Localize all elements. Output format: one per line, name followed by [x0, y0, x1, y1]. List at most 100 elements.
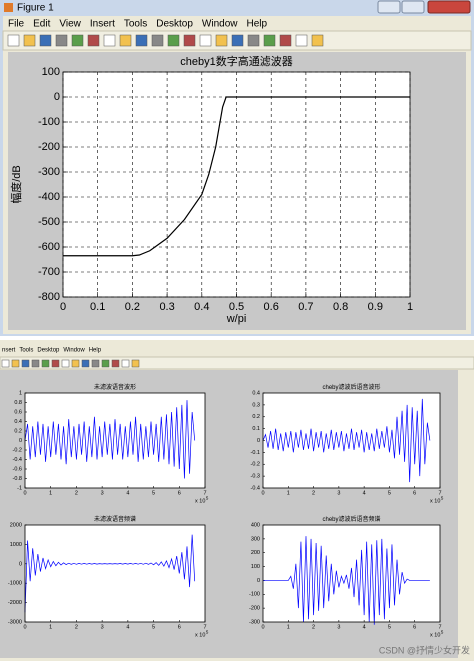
x-tick-label: 1	[407, 301, 413, 313]
toolbar-button[interactable]	[71, 359, 80, 368]
y-tick-label: 100	[42, 66, 60, 78]
toolbar-button[interactable]	[71, 34, 84, 47]
y-tick-label: -0.2	[13, 447, 22, 453]
y-tick-label: 0.6	[14, 409, 22, 415]
minimize-button[interactable]	[377, 0, 401, 14]
toolbar-button[interactable]	[103, 34, 116, 47]
toolbar-button[interactable]	[295, 34, 308, 47]
window-title: Figure 1	[17, 3, 54, 14]
toolbar-button[interactable]	[311, 34, 324, 47]
menu-item[interactable]: File	[8, 19, 25, 30]
y-tick-label: -0.2	[251, 462, 260, 468]
subplot: -800 -700 -600 -500 -400 -300 -200 -100 0 100 0 0.1…	[9, 54, 413, 325]
x-tick-label: 6	[178, 490, 181, 496]
menu-item[interactable]: Window	[63, 348, 85, 354]
toolbar-button[interactable]	[231, 34, 244, 47]
subplot: -1 -0.8 -0.6 -0.4 -0.2 0 0.2 0.4 0.6 0.8 1 0 1 2 3 4 5 6 7…	[13, 383, 209, 504]
x-tick-label: 4	[126, 490, 129, 496]
toolbar-button[interactable]	[279, 34, 292, 47]
menu-item[interactable]: nsert	[2, 348, 16, 354]
toolbar-button[interactable]	[81, 359, 90, 368]
toolbar-button[interactable]	[31, 359, 40, 368]
y-tick-label: -2000	[8, 600, 22, 606]
y-tick-label: -0.4	[251, 485, 260, 491]
toolbar-button[interactable]	[51, 359, 60, 368]
x-tick-label: 0	[261, 624, 264, 630]
toolbar-button[interactable]	[121, 359, 130, 368]
y-tick-label: -0.1	[251, 450, 260, 456]
y-tick-label: -0.8	[13, 476, 22, 482]
toolbar-icons	[1, 359, 140, 368]
x-multiplier-exponent: 5	[441, 630, 444, 635]
maximize-button[interactable]	[401, 0, 425, 14]
x-tick-label: 1	[49, 624, 52, 630]
toolbar-button[interactable]	[111, 359, 120, 368]
toolbar-button[interactable]	[1, 359, 10, 368]
menu-bar: nsert Tools Desktop Window Help	[2, 348, 102, 354]
menu-item[interactable]: Help	[89, 348, 102, 354]
menu-item[interactable]: Window	[202, 19, 238, 30]
toolbar-button[interactable]	[21, 359, 30, 368]
toolbar-button[interactable]	[183, 34, 196, 47]
menu-item[interactable]: Tools	[19, 348, 33, 354]
x-multiplier-exponent: 5	[206, 496, 209, 501]
x-tick-label: 1	[49, 490, 52, 496]
toolbar-button[interactable]	[41, 359, 50, 368]
toolbar-button[interactable]	[87, 34, 100, 47]
toolbar-button[interactable]	[199, 34, 212, 47]
toolbar-button[interactable]	[39, 34, 52, 47]
menu-item[interactable]: Desktop	[156, 19, 193, 30]
x-multiplier: x 10	[195, 499, 205, 505]
menu-item[interactable]: Tools	[124, 19, 147, 30]
menu-item[interactable]: View	[59, 19, 81, 30]
y-tick-label: 0.3	[252, 402, 260, 408]
subplot: -0.4 -0.3 -0.2 -0.1 0 0.1 0.2 0.3 0.4 0 1 2 3 4 5 6 7 che…	[251, 383, 444, 504]
menu-item[interactable]: Insert	[90, 19, 115, 30]
toolbar-button[interactable]	[119, 34, 132, 47]
y-tick-label: 0	[19, 561, 22, 567]
x-tick-label: 7	[438, 490, 441, 496]
app-icon	[4, 3, 13, 12]
toolbar-button[interactable]	[247, 34, 260, 47]
toolbar-button[interactable]	[101, 359, 110, 368]
subplot: -300 -200 -100 0 100 200 300 400 0 1 2 3 4 5 6 7 cheby滤波…	[249, 515, 444, 638]
toolbar-button[interactable]	[23, 34, 36, 47]
menu-item[interactable]: Desktop	[37, 348, 60, 354]
line-series	[262, 398, 431, 483]
line-series	[263, 536, 430, 625]
toolbar-button[interactable]	[167, 34, 180, 47]
toolbar-button[interactable]	[151, 34, 164, 47]
toolbar-button[interactable]	[91, 359, 100, 368]
y-tick-label: -100	[249, 592, 260, 598]
toolbar-button[interactable]	[11, 359, 20, 368]
close-button[interactable]	[427, 0, 471, 14]
y-tick-label: 2000	[10, 522, 22, 528]
toolbar	[0, 356, 474, 370]
toolbar-button[interactable]	[263, 34, 276, 47]
menu-item[interactable]: Edit	[33, 19, 50, 30]
chart-title: cheby滤波后语音波形	[322, 383, 380, 391]
toolbar-button[interactable]	[7, 34, 20, 47]
line-series	[63, 96, 410, 257]
menu-bar: File Edit View Insert Tools Desktop Window Help	[8, 19, 268, 30]
toolbar-button[interactable]	[131, 359, 140, 368]
x-tick-label: 5	[152, 624, 155, 630]
x-tick-label: 0	[23, 490, 26, 496]
toolbar-button[interactable]	[135, 34, 148, 47]
y-tick-label: 0	[19, 438, 22, 444]
y-tick-label: 300	[251, 536, 260, 542]
toolbar-button[interactable]	[215, 34, 228, 47]
x-tick-label: 0.1	[90, 301, 105, 313]
x-tick-label: 3	[101, 490, 104, 496]
menu-item[interactable]: Help	[247, 19, 268, 30]
y-tick-label: -500	[38, 216, 60, 228]
x-tick-label: 5	[388, 624, 391, 630]
toolbar-button[interactable]	[55, 34, 68, 47]
x-tick-label: 0.3	[159, 301, 174, 313]
y-tick-label: 100	[251, 564, 260, 570]
axes-frame	[24, 524, 206, 623]
y-tick-label: -400	[38, 191, 60, 203]
toolbar-button[interactable]	[61, 359, 70, 368]
